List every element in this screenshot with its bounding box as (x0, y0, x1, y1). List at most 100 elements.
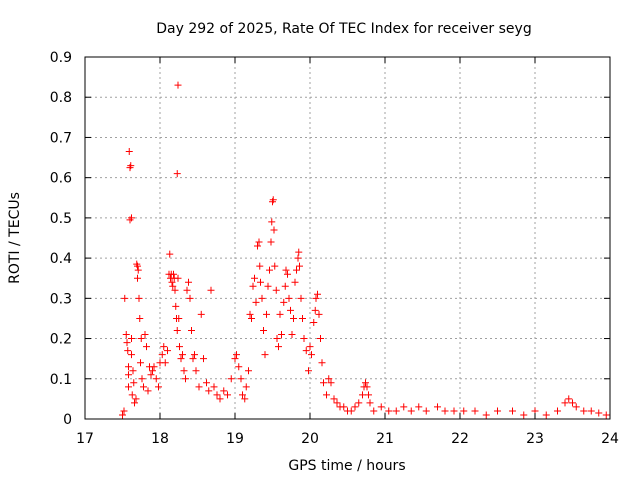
data-point (172, 302, 180, 310)
data-point (131, 399, 138, 407)
grid (85, 57, 610, 419)
data-point (272, 286, 280, 294)
data-point (134, 266, 142, 274)
data-point (235, 363, 243, 371)
data-point (415, 403, 423, 411)
data-point (185, 278, 192, 286)
data-point (450, 407, 458, 415)
data-point (299, 314, 306, 322)
y-tick-label: 0.2 (50, 332, 72, 348)
data-point (180, 367, 188, 375)
data-point (176, 343, 183, 351)
data-point (174, 81, 182, 89)
tick-marks (84, 56, 611, 420)
data-point (308, 351, 315, 359)
data-point (280, 298, 288, 306)
data-point (377, 403, 385, 411)
data-point (143, 343, 150, 351)
data-point (325, 375, 333, 383)
data-point (121, 294, 129, 302)
x-tick-label: 17 (76, 431, 94, 447)
data-point (257, 278, 264, 286)
data-point (318, 359, 326, 367)
data-point (120, 407, 128, 415)
data-point (297, 294, 305, 302)
data-point (347, 407, 355, 415)
data-point (314, 290, 321, 298)
x-tick-label: 20 (301, 431, 319, 447)
data-point (264, 282, 272, 290)
data-point (291, 278, 299, 286)
data-point (263, 310, 270, 318)
data-point (296, 262, 303, 270)
data-point (278, 331, 285, 339)
data-point (189, 355, 197, 363)
y-tick-label: 0.5 (50, 211, 72, 227)
data-point (177, 355, 185, 363)
data-point (310, 318, 318, 326)
data-point (152, 375, 160, 383)
data-point (273, 335, 281, 343)
data-point (255, 238, 263, 246)
data-point (542, 411, 550, 419)
y-tick-label: 0.8 (50, 90, 72, 106)
data-point (294, 254, 302, 262)
data-point (237, 375, 245, 383)
data-point (119, 411, 126, 419)
x-tick-labels: 17 18 19 20 21 22 23 24 (76, 431, 619, 447)
data-point (370, 407, 378, 415)
data-point (168, 278, 176, 286)
data-point (252, 298, 260, 306)
data-point (132, 395, 140, 403)
data-point (363, 383, 371, 391)
data-point (249, 282, 257, 290)
y-tick-label: 0 (63, 412, 72, 428)
data-point (150, 363, 158, 371)
data-point (270, 226, 278, 234)
data-point (482, 411, 490, 419)
data-point (359, 391, 366, 399)
data-point (266, 266, 273, 274)
y-tick-labels: 0 0.1 0.2 0.3 0.4 0.5 0.6 0.7 0.8 0.9 (50, 50, 72, 428)
data-point (149, 367, 156, 375)
data-point (385, 407, 393, 415)
data-point (195, 383, 203, 391)
x-tick-label: 19 (226, 431, 244, 447)
data-point (248, 314, 255, 322)
data-point (155, 383, 162, 391)
data-point (300, 335, 308, 343)
data-point (134, 274, 141, 282)
data-point (160, 343, 168, 351)
data-point (268, 218, 276, 226)
data-point (125, 363, 132, 371)
data-point (191, 351, 198, 359)
data-point (200, 355, 207, 363)
data-point (161, 359, 169, 367)
data-point (285, 294, 293, 302)
data-point (355, 399, 363, 407)
data-point (239, 391, 246, 399)
x-tick-label: 23 (526, 431, 544, 447)
data-point (595, 409, 603, 417)
data-point (207, 286, 215, 294)
data-point (242, 383, 250, 391)
data-point (125, 383, 132, 391)
data-point (241, 395, 249, 403)
data-point (224, 391, 231, 399)
data-point (128, 214, 135, 222)
data-point (323, 391, 330, 399)
y-tick-label: 0.3 (50, 291, 72, 307)
data-point (147, 371, 155, 379)
data-point (134, 262, 141, 270)
data-point (158, 351, 166, 359)
data-point (422, 407, 430, 415)
data-point (251, 274, 258, 282)
data-point (173, 327, 181, 335)
data-point (365, 391, 372, 399)
data-point (602, 411, 610, 419)
data-point (282, 266, 290, 274)
data-point (580, 407, 588, 415)
data-point (362, 379, 369, 387)
data-point (288, 331, 296, 339)
x-axis-title: GPS time / hours (288, 458, 405, 474)
